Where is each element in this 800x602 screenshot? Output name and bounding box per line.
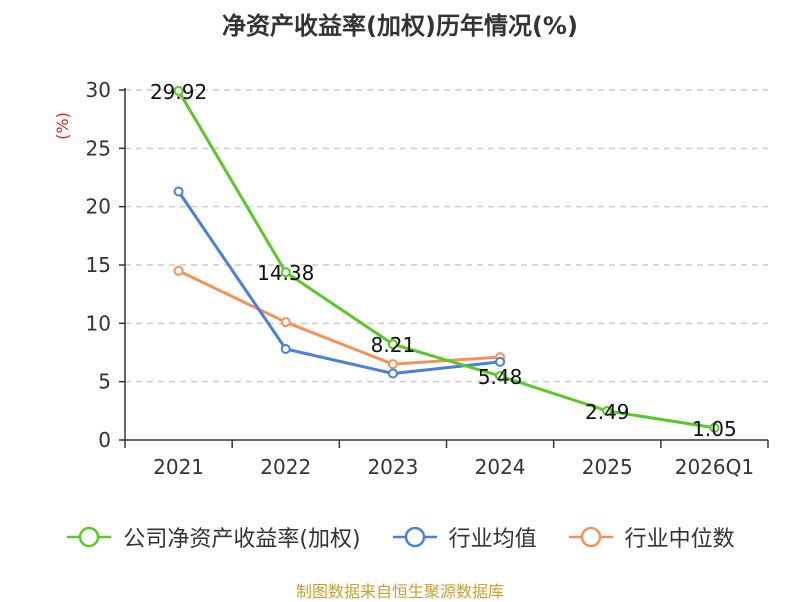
y-axis-title: (%) [53, 112, 72, 140]
data-point [709, 422, 720, 433]
data-point [495, 356, 506, 367]
data-point [387, 339, 398, 350]
source-footnote: 制图数据来自恒生聚源数据库 [295, 582, 504, 601]
series-0 [173, 85, 720, 433]
y-tick-label: 5 [98, 370, 111, 394]
data-label: 14.38 [257, 261, 314, 285]
legend-item-2[interactable]: 行业中位数 [567, 521, 735, 553]
data-label: 29.92 [150, 80, 207, 104]
data-label: 1.05 [692, 417, 737, 441]
y-tick-label: 0 [98, 428, 111, 452]
chart-title: 净资产收益率(加权)历年情况(%) [222, 12, 578, 40]
x-tick-label: 2023 [367, 455, 418, 479]
series-line [177, 190, 501, 375]
data-point [280, 344, 291, 354]
data-point [173, 186, 184, 197]
series-line [177, 90, 715, 430]
x-tick-label: 2025 [582, 455, 633, 479]
legend-circle [404, 526, 425, 548]
data-point [173, 265, 184, 276]
data-label: 2.49 [585, 400, 630, 424]
x-tick-label: 2022 [260, 455, 311, 479]
legend-item-0[interactable]: 公司净资产收益率(加权) [65, 521, 361, 553]
legend-label: 行业中位数 [624, 527, 735, 552]
data-point [280, 317, 291, 328]
legend-circle [79, 526, 100, 548]
data-point [387, 359, 398, 370]
x-tick-label: 2026Q1 [675, 455, 754, 479]
data-point [387, 368, 398, 379]
series-1 [173, 186, 506, 379]
y-tick-label: 25 [86, 136, 111, 160]
legend-label: 公司净资产收益率(加权) [123, 527, 361, 552]
legend-marker-icon [67, 526, 112, 548]
y-tick-label: 10 [86, 311, 111, 335]
series-line [177, 269, 501, 366]
series-2 [173, 265, 506, 370]
data-labels: 29.92 14.38 8.21 5.48 2.49 1.05 [150, 80, 737, 441]
legend: 公司净资产收益率(加权) 行业均值 行业中位数 [0, 520, 800, 554]
grid-lines [125, 89, 768, 383]
series-lines [173, 85, 720, 433]
data-point [173, 85, 184, 96]
data-label: 5.48 [478, 365, 523, 389]
data-point [602, 405, 613, 416]
legend-marker-icon [568, 526, 613, 548]
data-point [495, 371, 506, 382]
legend-marker-icon [392, 526, 437, 548]
y-tick-label: 30 [86, 78, 111, 102]
legend-item-1[interactable]: 行业均值 [391, 521, 537, 553]
x-tick-label: 2024 [475, 455, 526, 479]
y-tick-label: 20 [86, 195, 111, 219]
data-point [280, 267, 291, 278]
y-tick-label: 15 [86, 253, 111, 277]
legend-circle [580, 526, 601, 548]
legend-label: 行业均值 [448, 527, 537, 552]
x-tick-label: 2021 [153, 455, 204, 479]
data-label: 8.21 [371, 333, 416, 357]
